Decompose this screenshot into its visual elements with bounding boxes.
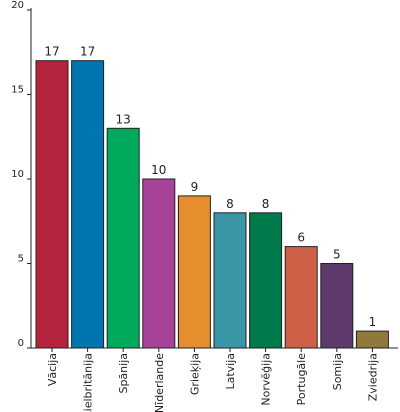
category-labels: Vācija Lielbritānija Spānija Nīderlande Grie… [46, 353, 379, 412]
bar-value-label: 17 [44, 45, 59, 59]
value-labels: 17 17 13 10 9 8 8 6 5 1 [44, 45, 376, 329]
y-tick-label: 15 [11, 85, 24, 96]
bar [284, 246, 318, 349]
y-axis: 0 5 10 15 20 [11, 0, 32, 349]
bars [35, 60, 389, 349]
category-label: Nīderlande [153, 353, 166, 412]
bar-value-label: 17 [80, 45, 95, 59]
bar [71, 60, 105, 349]
bar [106, 127, 140, 349]
bar [249, 212, 283, 349]
category-label: Latvija [224, 353, 237, 390]
category-label: Lielbritānija [82, 353, 95, 412]
category-label: Zviedrija [366, 353, 379, 401]
category-label: Somija [331, 353, 344, 390]
bar-value-label: 5 [333, 248, 341, 262]
category-label: Portugāle [295, 353, 308, 406]
bar-value-label: 1 [369, 315, 377, 329]
bar [177, 195, 211, 349]
y-tick-label: 0 [18, 338, 24, 349]
bar [320, 263, 354, 349]
category-label: Norvēģija [260, 353, 273, 406]
bar [142, 178, 176, 349]
bar-value-label: 8 [226, 197, 234, 211]
y-tick-label: 10 [11, 169, 24, 180]
bar [355, 330, 389, 349]
x-axis [31, 347, 398, 352]
y-tick-label: 5 [18, 254, 24, 265]
bar-value-label: 10 [151, 163, 166, 177]
category-label: Grieķija [188, 353, 201, 395]
category-label: Spānija [117, 353, 130, 394]
bar-value-label: 8 [262, 197, 270, 211]
bar-value-label: 9 [191, 180, 199, 194]
category-label: Vācija [46, 353, 59, 386]
bar-value-label: 6 [297, 231, 305, 245]
bar [35, 60, 69, 349]
bar [213, 212, 247, 349]
bar-value-label: 13 [116, 112, 131, 126]
y-tick-label: 20 [11, 0, 24, 11]
